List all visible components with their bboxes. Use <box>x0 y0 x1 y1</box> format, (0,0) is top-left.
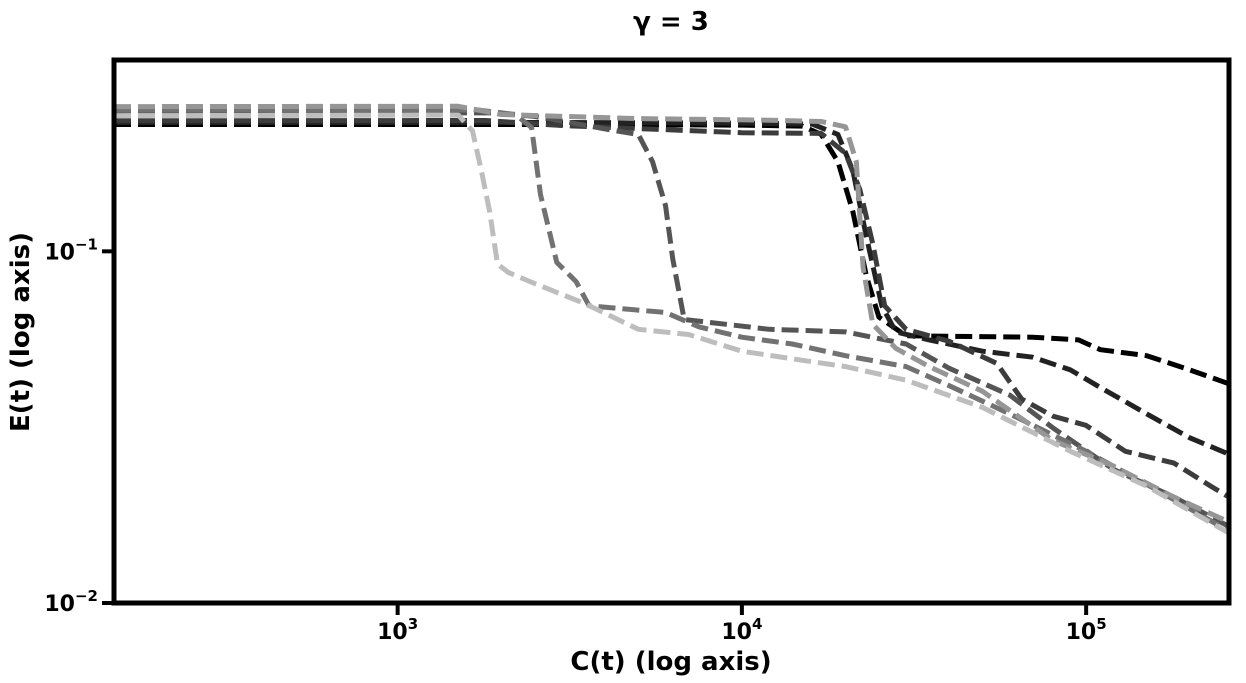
series-line-7 <box>113 112 1231 536</box>
series-layer <box>113 103 1231 536</box>
series-line-5 <box>113 107 1231 534</box>
y-tick-label-2: 10−2 <box>44 587 98 617</box>
y-tick-label-1: 10−1 <box>44 235 98 265</box>
x-tick-label-3: 105 <box>1066 615 1107 645</box>
x-tick-label-1: 103 <box>377 615 418 645</box>
x-ticks: 103 104 105 <box>377 603 1107 645</box>
series-line-2 <box>114 120 1230 457</box>
x-tick-label-2: 104 <box>721 615 762 645</box>
y-ticks: 10−1 10−2 <box>44 235 114 617</box>
chart-title: γ = 3 <box>633 7 709 37</box>
series-line-3 <box>113 118 1231 500</box>
plot-frame <box>111 57 1232 606</box>
series-line-6 <box>113 103 1231 525</box>
series-line-4 <box>113 110 1231 529</box>
x-axis-label: C(t) (log axis) <box>570 647 771 677</box>
y-axis-label: E(t) (log axis) <box>6 232 36 432</box>
